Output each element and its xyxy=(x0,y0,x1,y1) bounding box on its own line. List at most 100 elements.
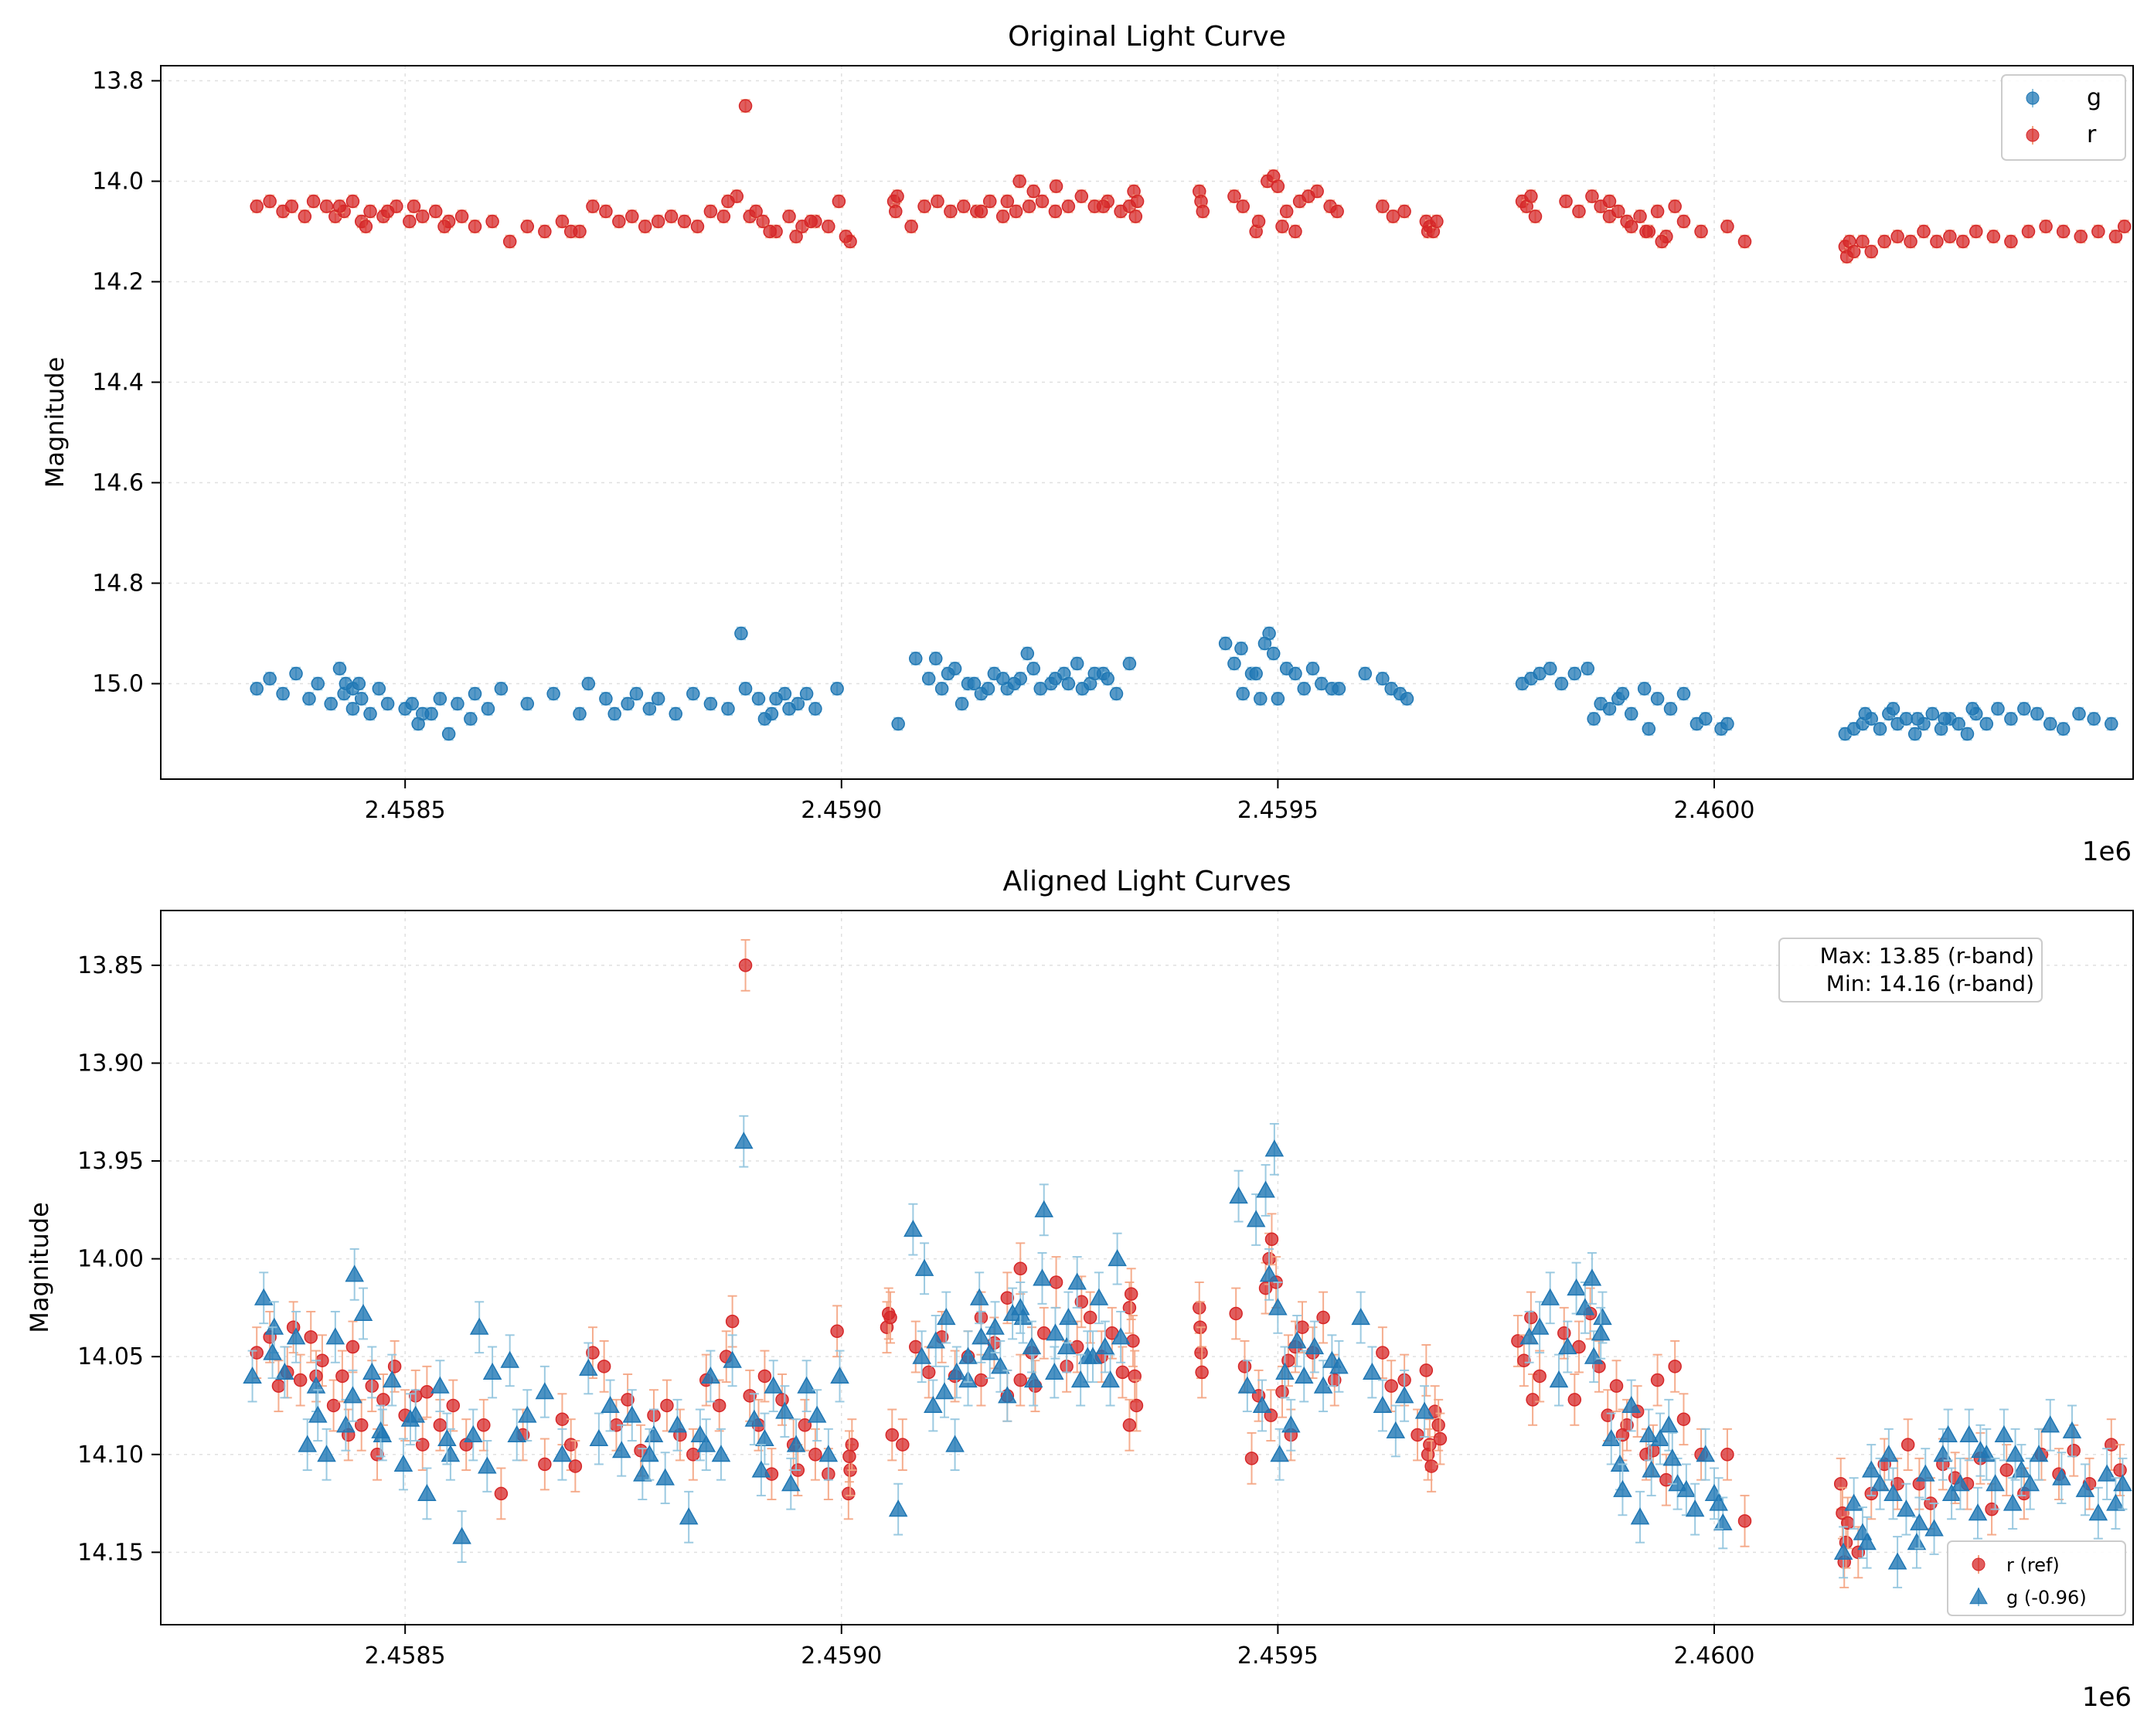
data-point xyxy=(781,1474,801,1492)
data-point xyxy=(1196,204,1210,219)
data-point xyxy=(345,1265,364,1282)
data-point xyxy=(1061,199,1076,213)
data-point xyxy=(1424,1459,1438,1473)
data-point xyxy=(1083,1346,1103,1364)
data-point xyxy=(1857,1533,1877,1550)
data-point xyxy=(1419,1363,1434,1377)
data-point xyxy=(370,1448,384,1462)
data-point xyxy=(2088,1503,2108,1521)
data-point xyxy=(982,194,997,209)
data-point xyxy=(1917,224,1931,239)
data-point xyxy=(1873,722,1887,736)
data-point xyxy=(721,194,735,209)
data-point xyxy=(782,702,796,716)
data-point xyxy=(507,1425,526,1442)
data-point xyxy=(1911,712,1924,726)
data-point xyxy=(485,214,499,229)
data-point xyxy=(934,682,949,696)
data-point xyxy=(889,204,903,219)
axis-ticks: 2.4585 2.4590 2.4595 2.4600 13.8 14.0 14.2 14.4… xyxy=(92,68,1754,825)
data-point xyxy=(1593,1308,1612,1326)
data-point xyxy=(363,204,377,219)
data-point xyxy=(1022,199,1036,213)
data-point xyxy=(679,1507,699,1525)
data-point xyxy=(1397,204,1411,219)
data-point xyxy=(1519,1327,1539,1345)
data-point xyxy=(1624,220,1638,233)
legend: gr xyxy=(2001,74,2126,161)
data-point xyxy=(1696,1445,1715,1462)
data-point xyxy=(1237,1360,1252,1373)
data-point xyxy=(1709,1493,1728,1511)
data-point xyxy=(1846,244,1861,259)
data-point xyxy=(1517,1353,1531,1367)
data-point xyxy=(1615,1428,1630,1442)
data-point xyxy=(417,1483,437,1501)
data-point xyxy=(586,1346,600,1360)
data-point xyxy=(1384,1379,1398,1393)
data-point xyxy=(597,1360,611,1373)
data-point xyxy=(1070,656,1084,671)
data-point xyxy=(842,1486,856,1501)
data-point xyxy=(1910,1513,1929,1530)
data-point xyxy=(494,1486,509,1501)
data-point xyxy=(651,214,665,229)
data-point xyxy=(1048,204,1063,219)
data-point xyxy=(1128,1369,1142,1384)
data-point xyxy=(1305,1336,1325,1355)
data-point xyxy=(2039,220,2053,233)
data-point xyxy=(502,234,517,249)
data-point xyxy=(1524,1310,1538,1325)
data-point xyxy=(478,1456,497,1474)
data-point xyxy=(1952,717,1965,731)
data-point xyxy=(1288,666,1302,681)
data-point xyxy=(1288,224,1302,239)
x-tick-label: 2.4585 xyxy=(365,797,446,824)
data-point xyxy=(1833,1542,1853,1560)
data-point xyxy=(1070,1370,1091,1388)
data-point xyxy=(1386,1421,1406,1438)
data-point xyxy=(382,1370,402,1388)
data-point xyxy=(944,204,958,219)
annotation-frame xyxy=(1778,938,2043,1002)
data-point xyxy=(464,712,478,726)
x-offset-label: 1e6 xyxy=(2082,836,2132,867)
data-point xyxy=(308,1405,328,1423)
data-point xyxy=(2004,712,2018,726)
data-point xyxy=(494,682,509,696)
y-tick-label: 14.10 xyxy=(77,1442,144,1469)
series-r xyxy=(250,938,2127,1588)
data-point xyxy=(416,209,430,223)
data-point xyxy=(686,1448,700,1462)
data-point xyxy=(1096,199,1111,213)
data-point xyxy=(1129,1398,1144,1413)
data-point xyxy=(1602,194,1617,209)
data-point xyxy=(1249,666,1263,681)
data-point xyxy=(1376,1346,1390,1360)
data-point xyxy=(324,696,338,711)
data-point xyxy=(2020,1474,2040,1492)
data-point xyxy=(1281,1415,1301,1433)
data-point xyxy=(1410,1428,1424,1442)
data-point xyxy=(1559,194,1573,209)
data-point xyxy=(387,1360,402,1373)
data-point xyxy=(500,1350,519,1368)
data-point xyxy=(690,220,705,233)
data-point xyxy=(1650,692,1665,706)
legend-box xyxy=(2001,74,2126,161)
data-point xyxy=(716,209,731,223)
data-point xyxy=(1698,712,1713,726)
data-point xyxy=(2043,717,2057,731)
data-point xyxy=(664,209,679,223)
data-point xyxy=(477,1418,491,1432)
data-point xyxy=(589,1428,609,1447)
x-tick-label: 2.4600 xyxy=(1673,797,1754,824)
data-point xyxy=(359,220,373,233)
data-point xyxy=(579,1358,598,1376)
data-point xyxy=(1108,1249,1127,1267)
data-point xyxy=(1414,1401,1434,1419)
data-point xyxy=(263,1343,282,1360)
series-g xyxy=(243,1115,2132,1588)
data-point xyxy=(743,1389,757,1403)
data-point xyxy=(2062,1421,2082,1438)
